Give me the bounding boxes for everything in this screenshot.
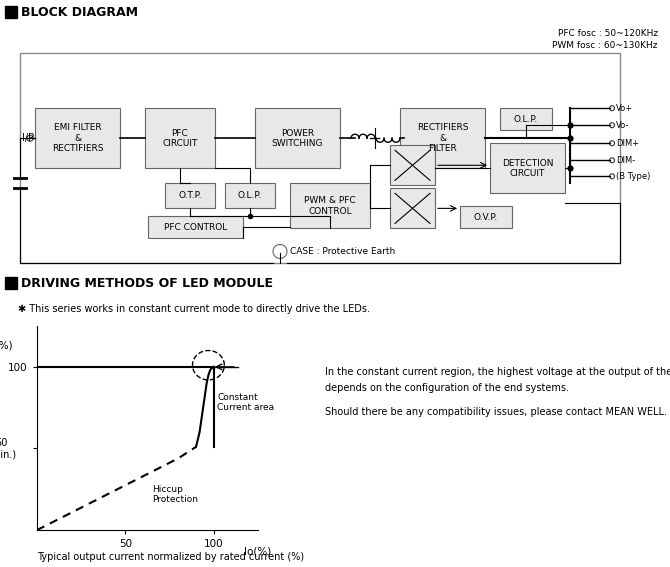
Text: ✱ This series works in constant current mode to directly drive the LEDs.: ✱ This series works in constant current …: [18, 304, 370, 314]
Text: Io(%): Io(%): [245, 547, 271, 556]
Text: Vo+: Vo+: [616, 104, 633, 113]
Text: Vo-: Vo-: [616, 121, 629, 130]
Bar: [400, 108, 485, 168]
Text: DIM+: DIM+: [616, 139, 639, 148]
Bar: [148, 217, 243, 238]
Text: DETECTION
CIRCUIT: DETECTION CIRCUIT: [502, 159, 553, 178]
Text: O.T.P.: O.T.P.: [178, 191, 202, 200]
Bar: [500, 108, 552, 130]
Text: PFC fosc : 50~120KHz: PFC fosc : 50~120KHz: [558, 28, 658, 37]
Bar: [255, 108, 340, 168]
Text: O.L.P.: O.L.P.: [238, 191, 262, 200]
Text: Hiccup
Protection: Hiccup Protection: [152, 485, 198, 504]
Text: DIM-: DIM-: [616, 156, 635, 165]
Text: Should there be any compatibility issues, please contact MEAN WELL.: Should there be any compatibility issues…: [325, 407, 667, 417]
Text: PFC
CIRCUIT: PFC CIRCUIT: [162, 129, 198, 148]
Text: BLOCK DIAGRAM: BLOCK DIAGRAM: [21, 6, 138, 19]
Bar: [5, 6, 17, 18]
Bar: [460, 206, 512, 229]
Text: Typical output current normalized by rated current (%): Typical output current normalized by rat…: [37, 552, 304, 562]
Text: O.V.P.: O.V.P.: [474, 213, 498, 222]
Bar: [20, 53, 620, 264]
Bar: [145, 108, 215, 168]
Text: Vo(%): Vo(%): [0, 341, 13, 350]
Text: POWER
SWITCHING: POWER SWITCHING: [272, 129, 323, 148]
Text: O.L.P.: O.L.P.: [514, 115, 538, 124]
Text: 50
(min.): 50 (min.): [0, 438, 16, 459]
Text: DRIVING METHODS OF LED MODULE: DRIVING METHODS OF LED MODULE: [21, 277, 273, 290]
Bar: [490, 143, 565, 193]
Text: PFC CONTROL: PFC CONTROL: [164, 223, 227, 232]
Bar: [165, 183, 215, 208]
Bar: [290, 183, 370, 229]
Text: RECTIFIERS
&
FILTER: RECTIFIERS & FILTER: [417, 124, 468, 153]
Text: (B Type): (B Type): [616, 172, 651, 181]
Bar: [390, 145, 435, 185]
Text: EMI FILTER
&
RECTIFIERS: EMI FILTER & RECTIFIERS: [52, 124, 103, 153]
Text: PWM & PFC
CONTROL: PWM & PFC CONTROL: [304, 196, 356, 215]
Text: CASE : Protective Earth: CASE : Protective Earth: [290, 247, 395, 256]
Bar: [225, 183, 275, 208]
Bar: [35, 108, 120, 168]
Text: Constant
Current area: Constant Current area: [217, 393, 275, 412]
Bar: [5, 277, 17, 289]
Text: In the constant current region, the highest voltage at the output of the driver: In the constant current region, the high…: [325, 367, 670, 377]
Text: I/P: I/P: [22, 133, 34, 143]
Text: depends on the configuration of the end systems.: depends on the configuration of the end …: [325, 383, 569, 393]
Text: PWM fosc : 60~130KHz: PWM fosc : 60~130KHz: [553, 41, 658, 49]
Bar: [390, 188, 435, 229]
